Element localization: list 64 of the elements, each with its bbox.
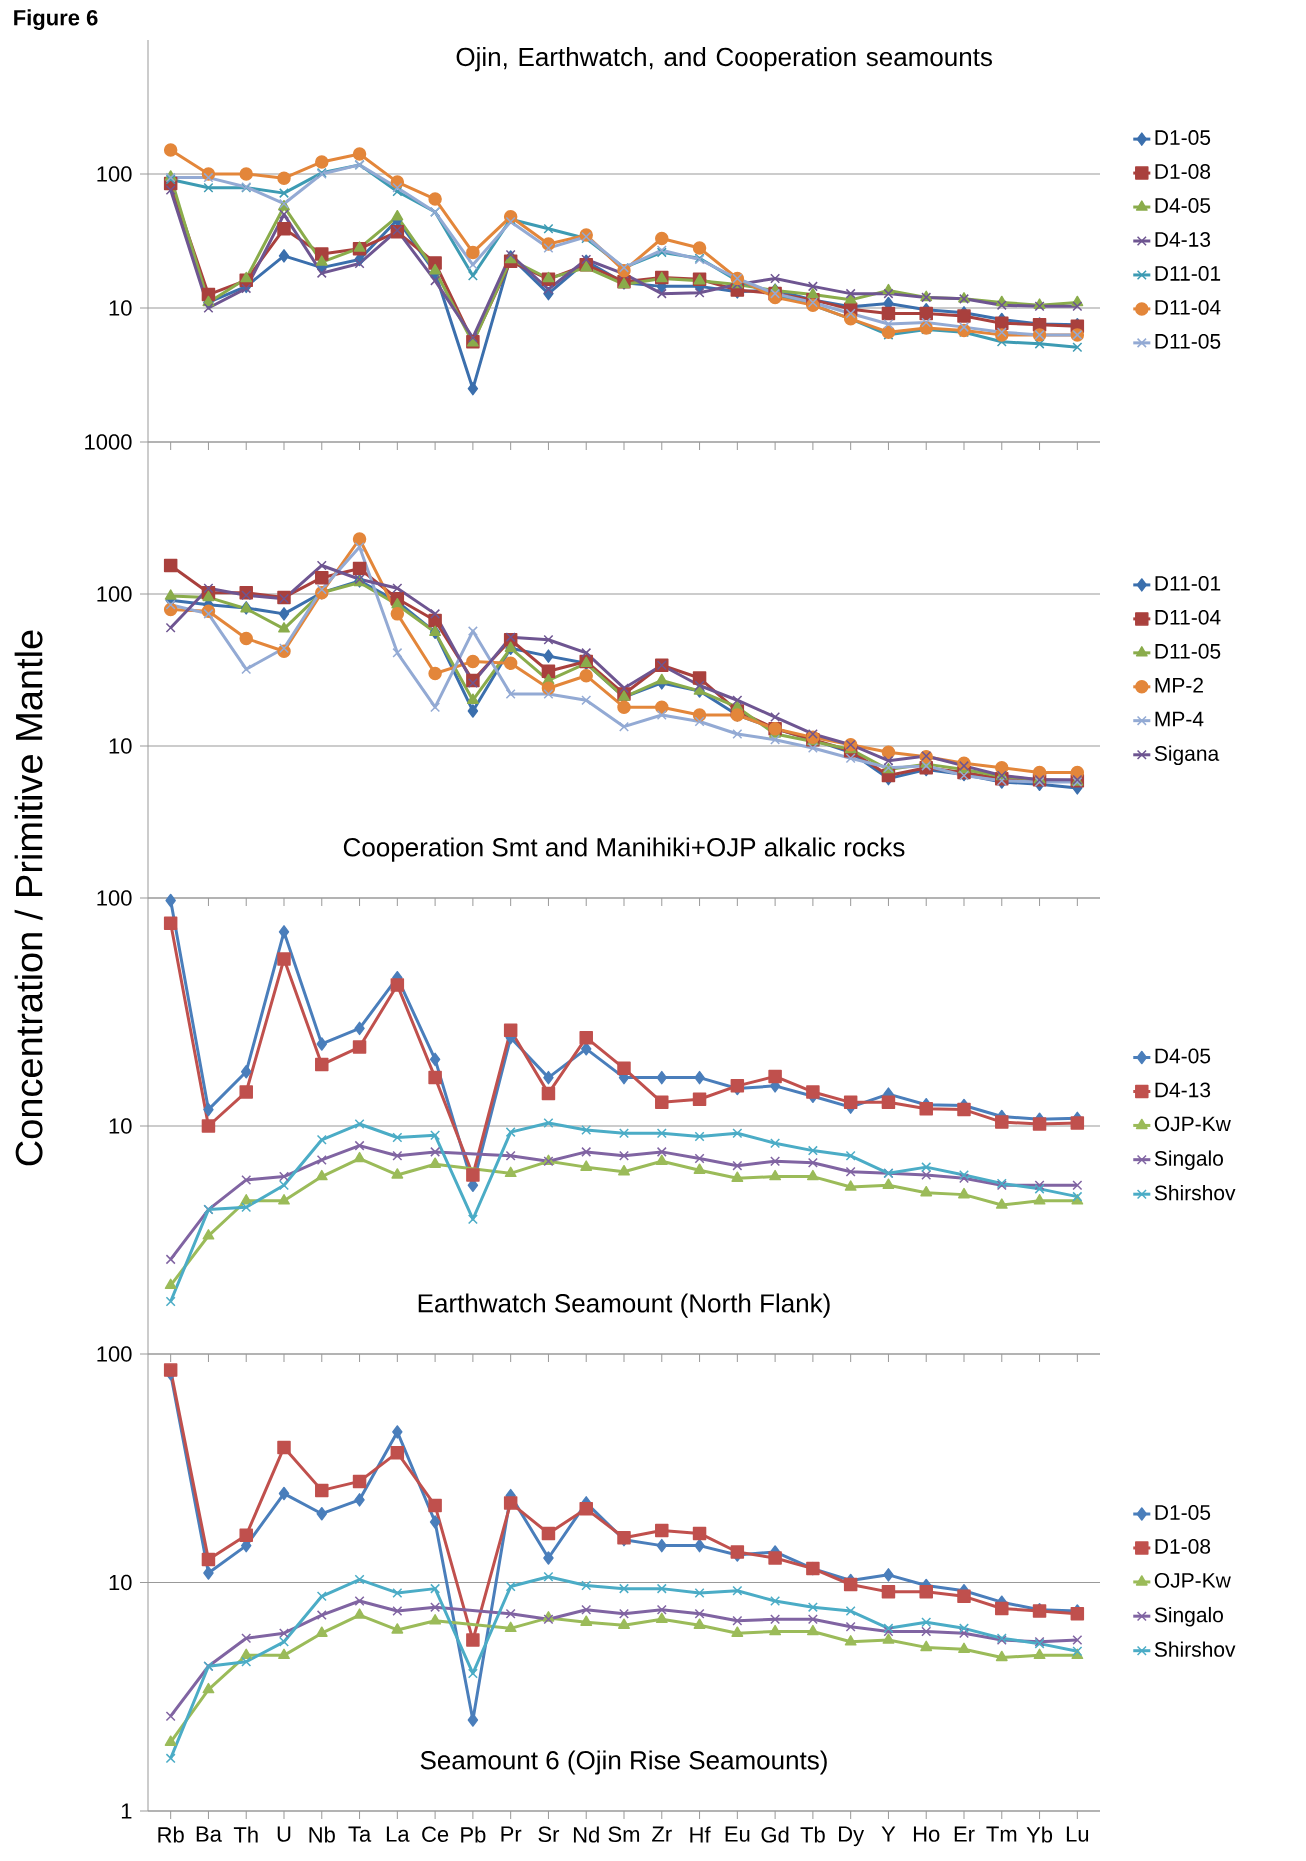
legend-label: D1-08	[1155, 164, 1211, 179]
legend-label: D11-01	[1155, 575, 1221, 591]
x-tick-label: Ta	[348, 1826, 372, 1842]
legend-label: D4-13	[1155, 232, 1211, 247]
y-tick-label: 10	[109, 738, 132, 754]
legend-label: D4-05	[1155, 198, 1211, 213]
legend-label: D4-05	[1155, 1048, 1211, 1064]
y-tick-label: 100	[97, 586, 132, 602]
x-tick-label: Zr	[652, 1826, 672, 1842]
y-tick-label: 100	[97, 890, 132, 906]
legend-label: D11-05	[1155, 333, 1221, 349]
legend-label: MP-4	[1155, 711, 1204, 727]
x-tick-label: Pb	[461, 1826, 486, 1843]
x-tick-label: Gd	[761, 1826, 789, 1843]
legend-label: Singalo	[1154, 1606, 1223, 1627]
legend-label: D1-05	[1155, 1505, 1211, 1520]
y-tick-label: 10	[109, 300, 132, 316]
x-tick-label: Lu	[1066, 1826, 1089, 1842]
x-tick-label: Nb	[309, 1826, 335, 1843]
x-tick-label: Hf	[690, 1826, 711, 1843]
y-tick-label: 10	[109, 1574, 132, 1591]
legend-label: OJP-Kw	[1154, 1572, 1231, 1588]
x-tick-label: Pr	[501, 1826, 522, 1842]
x-tick-label: Th	[233, 1826, 258, 1843]
x-tick-label: Er	[954, 1826, 975, 1842]
y-tick-label: 100	[97, 166, 132, 182]
text: Seamount 6 (Ojin Rise Seamounts)	[420, 1750, 827, 1775]
x-tick-label: U	[277, 1826, 291, 1842]
x-tick-label: Tm	[986, 1826, 1017, 1842]
text: Earthwatch Seamount (North Flank)	[418, 1293, 830, 1318]
y-tick-label: 100	[97, 1346, 132, 1362]
text: Cooperation Smt and Manihiki+OJP alkalic rocks	[343, 837, 905, 862]
legend-label: D11-04	[1155, 299, 1221, 315]
x-tick-label: Ho	[913, 1826, 940, 1842]
chart-title: Ojin, Earthwatch, and Cooperation seamounts	[456, 47, 992, 72]
x-tick-label: Tb	[800, 1826, 825, 1843]
x-tick-label: Ce	[422, 1826, 449, 1843]
legend-label: MP-2	[1155, 677, 1203, 693]
legend-label: Shirshov	[1154, 1184, 1236, 1201]
legend-label: Shirshov	[1154, 1641, 1236, 1657]
y-axis-title: Concentration / Primitive Mantle	[14, 630, 43, 1166]
legend-label: Singalo	[1154, 1150, 1223, 1170]
y-tick-label: 1000	[85, 434, 132, 450]
x-tick-label: Dy	[839, 1826, 865, 1847]
y-tick-label: 1	[121, 1803, 132, 1819]
x-tick-label: Eu	[725, 1826, 750, 1842]
legend-label: D1-08	[1155, 1538, 1211, 1554]
x-tick-label: Ba	[196, 1826, 222, 1842]
x-tick-label: Sr	[538, 1826, 560, 1843]
x-tick-label: Y	[881, 1826, 896, 1842]
y-tick-label: 10	[109, 1118, 132, 1134]
x-tick-label: La	[386, 1826, 410, 1842]
x-tick-label: Sm	[608, 1826, 640, 1843]
caption: Figure 6	[14, 9, 98, 30]
legend-label: D4-13	[1155, 1082, 1211, 1098]
x-tick-label: Rb	[158, 1826, 184, 1843]
x-tick-label: Yb	[1026, 1826, 1053, 1843]
legend-label: D11-04	[1155, 609, 1221, 625]
legend-label: D1-05	[1155, 130, 1211, 145]
legend-label: D11-01	[1155, 265, 1221, 281]
x-tick-label: Nd	[573, 1826, 599, 1843]
legend-label: D11-05	[1155, 643, 1221, 659]
legend-label: Sigana	[1154, 745, 1220, 766]
legend-label: OJP-Kw	[1154, 1116, 1231, 1132]
